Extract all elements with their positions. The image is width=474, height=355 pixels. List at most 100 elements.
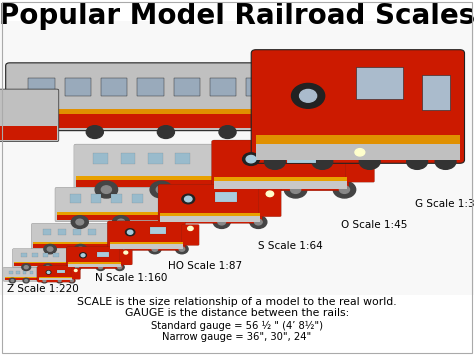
- Bar: [73, 229, 81, 235]
- Circle shape: [78, 247, 83, 251]
- Circle shape: [128, 230, 133, 234]
- Circle shape: [312, 154, 333, 169]
- Circle shape: [179, 247, 185, 251]
- Circle shape: [99, 266, 102, 269]
- Circle shape: [71, 216, 88, 228]
- Bar: [150, 227, 166, 234]
- Circle shape: [188, 226, 193, 230]
- Bar: [109, 242, 183, 245]
- Text: N Scale 1:160: N Scale 1:160: [95, 273, 167, 283]
- Bar: [422, 75, 450, 110]
- FancyBboxPatch shape: [74, 144, 224, 189]
- Bar: [215, 192, 237, 202]
- Bar: [88, 229, 96, 235]
- Circle shape: [184, 196, 192, 202]
- Circle shape: [435, 154, 456, 169]
- Circle shape: [250, 216, 267, 228]
- Circle shape: [152, 247, 158, 251]
- Bar: [132, 194, 143, 203]
- Circle shape: [58, 280, 61, 282]
- Bar: [57, 270, 65, 273]
- Bar: [174, 78, 200, 96]
- Bar: [121, 153, 136, 164]
- FancyBboxPatch shape: [6, 63, 298, 131]
- FancyBboxPatch shape: [37, 266, 75, 282]
- Bar: [9, 114, 294, 128]
- Text: HO Scale 1:87: HO Scale 1:87: [168, 261, 242, 271]
- Circle shape: [229, 186, 240, 193]
- Bar: [70, 194, 81, 203]
- Bar: [0, 126, 57, 140]
- Bar: [57, 212, 166, 214]
- Circle shape: [118, 247, 124, 251]
- Circle shape: [255, 219, 262, 225]
- Circle shape: [156, 186, 166, 193]
- Circle shape: [86, 126, 103, 138]
- Circle shape: [150, 181, 173, 198]
- Circle shape: [246, 155, 256, 163]
- Text: Popular Model Railroad Scales: Popular Model Railroad Scales: [0, 2, 474, 30]
- Text: O Scale 1:45: O Scale 1:45: [341, 220, 408, 230]
- Bar: [68, 262, 120, 264]
- Bar: [32, 253, 37, 257]
- Circle shape: [44, 264, 52, 271]
- Text: GAUGE is the distance between the rails:: GAUGE is the distance between the rails:: [125, 308, 349, 318]
- FancyBboxPatch shape: [71, 268, 81, 279]
- Circle shape: [44, 245, 56, 254]
- Circle shape: [96, 264, 105, 271]
- Bar: [28, 78, 55, 96]
- Bar: [33, 244, 114, 248]
- Circle shape: [167, 216, 184, 228]
- Circle shape: [117, 219, 125, 225]
- Bar: [68, 264, 120, 267]
- Circle shape: [118, 266, 122, 269]
- Circle shape: [25, 280, 27, 282]
- Circle shape: [157, 126, 174, 138]
- Circle shape: [74, 245, 87, 254]
- Circle shape: [46, 271, 51, 274]
- Circle shape: [264, 154, 285, 169]
- Bar: [160, 213, 260, 216]
- Bar: [9, 271, 13, 274]
- Circle shape: [223, 181, 246, 198]
- Bar: [16, 271, 19, 274]
- Bar: [57, 214, 166, 220]
- FancyBboxPatch shape: [251, 50, 465, 163]
- Bar: [148, 153, 163, 164]
- Circle shape: [359, 154, 380, 169]
- Circle shape: [126, 229, 135, 236]
- Circle shape: [333, 181, 356, 198]
- Bar: [256, 144, 460, 160]
- Text: G Scale 1:32: G Scale 1:32: [415, 199, 474, 209]
- FancyBboxPatch shape: [55, 187, 168, 222]
- Circle shape: [339, 186, 349, 193]
- Bar: [111, 194, 122, 203]
- Circle shape: [101, 186, 111, 193]
- Circle shape: [219, 126, 236, 138]
- FancyBboxPatch shape: [258, 189, 281, 217]
- Circle shape: [172, 219, 180, 225]
- FancyBboxPatch shape: [12, 248, 73, 268]
- Bar: [54, 253, 59, 257]
- Circle shape: [47, 271, 50, 273]
- Bar: [91, 194, 101, 203]
- Circle shape: [57, 278, 63, 283]
- Text: Z Scale 1:220: Z Scale 1:220: [7, 284, 79, 294]
- Bar: [30, 271, 33, 274]
- Bar: [21, 253, 27, 257]
- Circle shape: [355, 149, 365, 156]
- FancyBboxPatch shape: [211, 140, 349, 191]
- Bar: [76, 180, 222, 187]
- Bar: [101, 78, 127, 96]
- Circle shape: [182, 194, 195, 204]
- Circle shape: [213, 216, 230, 228]
- Bar: [9, 109, 294, 114]
- Circle shape: [23, 278, 29, 283]
- Bar: [39, 278, 73, 280]
- Bar: [5, 278, 41, 280]
- Circle shape: [266, 191, 273, 197]
- Bar: [210, 78, 236, 96]
- Circle shape: [95, 181, 118, 198]
- FancyBboxPatch shape: [0, 89, 59, 142]
- Circle shape: [284, 181, 307, 198]
